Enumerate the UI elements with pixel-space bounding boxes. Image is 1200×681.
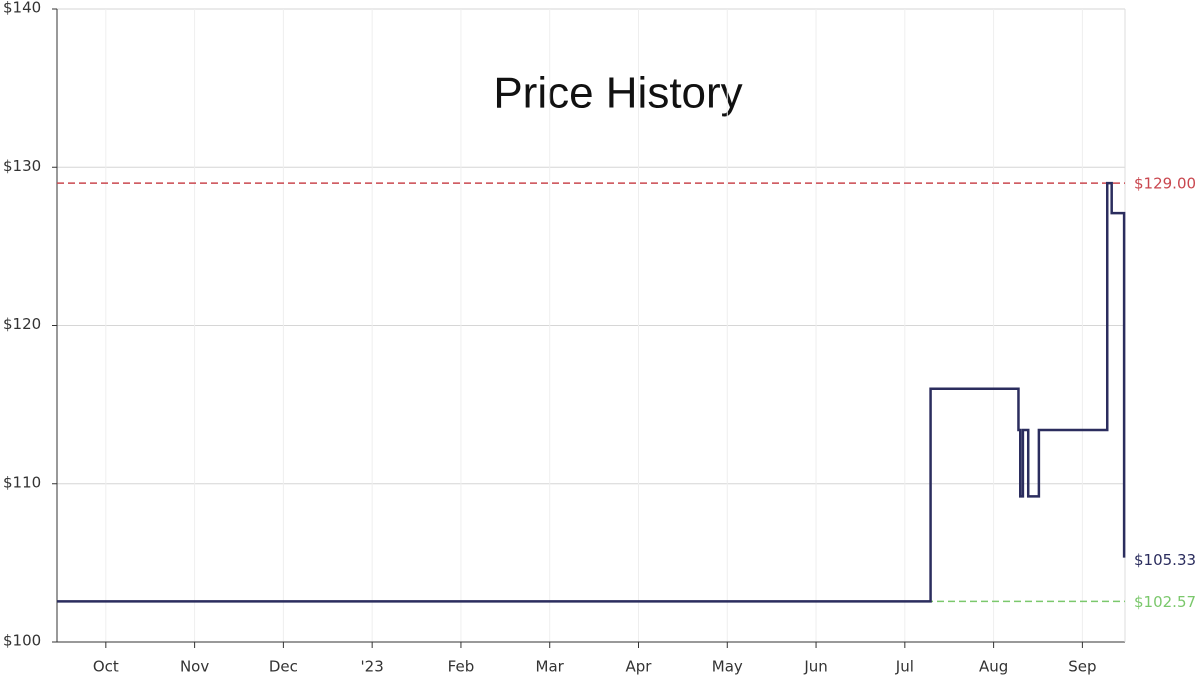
price-line — [57, 181, 1126, 603]
reference-label: $102.57 — [1134, 593, 1196, 611]
y-tick-label: $110 — [3, 473, 41, 491]
x-tick-label: Oct — [93, 658, 119, 676]
x-tick-label: Aug — [979, 658, 1008, 676]
chart-title: Price History — [493, 69, 742, 118]
x-tick-label: '23 — [361, 658, 384, 676]
x-tick-label: Nov — [180, 658, 209, 676]
x-tick-label: Apr — [626, 658, 653, 676]
reference-label: $129.00 — [1134, 175, 1196, 193]
x-tick-label: Feb — [448, 658, 475, 676]
y-tick-label: $100 — [3, 632, 41, 650]
x-tick-label: Jun — [803, 658, 827, 676]
x-tick-label: May — [712, 658, 743, 676]
x-tick-label: Sep — [1068, 658, 1096, 676]
y-tick-label: $140 — [3, 0, 41, 17]
x-tick-label: Mar — [536, 658, 565, 676]
y-tick-label: $120 — [3, 315, 41, 333]
x-tick-label: Dec — [269, 658, 298, 676]
current-price-label: $105.33 — [1134, 551, 1196, 569]
x-tick-label: Jul — [895, 658, 914, 676]
y-tick-label: $130 — [3, 157, 41, 175]
